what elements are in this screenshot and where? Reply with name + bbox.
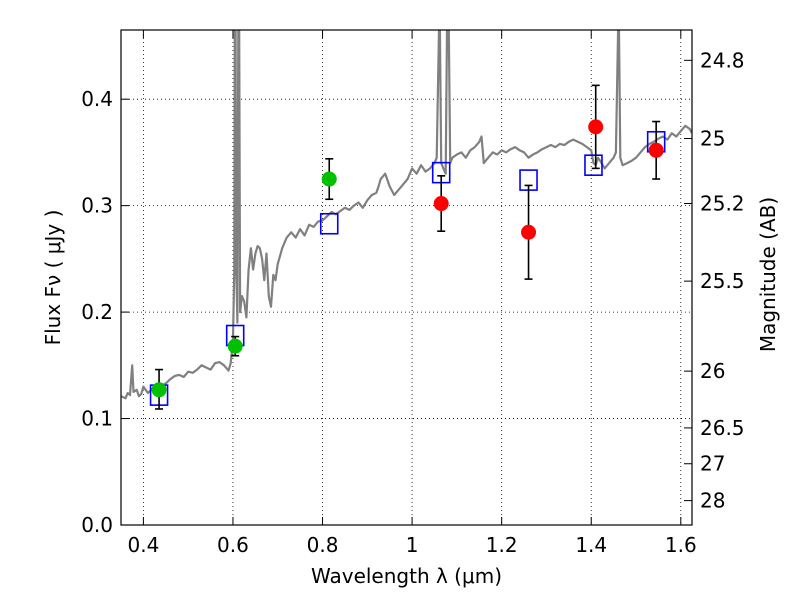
model-square-marker bbox=[319, 212, 339, 235]
y-tick-label: 0.0 bbox=[81, 513, 113, 537]
y-tick-label: 0.1 bbox=[81, 407, 113, 431]
plot-frame bbox=[120, 29, 693, 526]
x-tick-label: 0.8 bbox=[307, 533, 339, 557]
observed-flux-point bbox=[521, 224, 537, 240]
x-tick-label: 1.2 bbox=[486, 533, 518, 557]
right-tick-label: 24.8 bbox=[700, 48, 745, 72]
x-tick-label: 0.4 bbox=[127, 533, 159, 557]
right-tick-label: 26 bbox=[700, 359, 725, 383]
observed-flux-point bbox=[588, 119, 604, 135]
grid-lines bbox=[121, 30, 692, 525]
x-tick-label: 1 bbox=[406, 533, 419, 557]
observed-flux-point bbox=[433, 196, 449, 212]
y-axis-right-label: Magnitude (AB) bbox=[756, 197, 780, 352]
y-axis-label: Flux Fν ( μJy ) bbox=[41, 210, 65, 346]
right-tick-label: 25.5 bbox=[700, 269, 745, 293]
right-tick-label: 25 bbox=[700, 126, 725, 150]
observed-flux-point bbox=[227, 338, 243, 354]
right-tick-label: 25.2 bbox=[700, 192, 745, 216]
observed-flux-point bbox=[151, 382, 167, 398]
model-square-marker bbox=[584, 154, 603, 176]
spectrum-line bbox=[121, 30, 692, 400]
y-tick-label: 0.2 bbox=[81, 300, 113, 324]
y-tick-label: 0.3 bbox=[81, 194, 113, 218]
right-tick-label: 26.5 bbox=[700, 416, 745, 440]
right-tick-label: 27 bbox=[700, 452, 725, 476]
x-tick-label: 0.6 bbox=[217, 533, 249, 557]
observed-flux-point bbox=[321, 171, 337, 187]
right-tick-label: 28 bbox=[700, 489, 725, 513]
plot-area bbox=[121, 30, 692, 410]
observed-flux-point bbox=[648, 142, 664, 158]
axis-ticks: 0.4 0.6 0.8 1 1.2 1.4 1.6 0.0 0.1 0.2 0.3 0.4 24.8 25… bbox=[81, 30, 745, 557]
y-tick-label: 0.4 bbox=[81, 87, 113, 111]
x-tick-label: 1.4 bbox=[575, 533, 607, 557]
x-axis-label: Wavelength λ (μm) bbox=[311, 564, 502, 588]
x-tick-label: 1.6 bbox=[665, 533, 697, 557]
